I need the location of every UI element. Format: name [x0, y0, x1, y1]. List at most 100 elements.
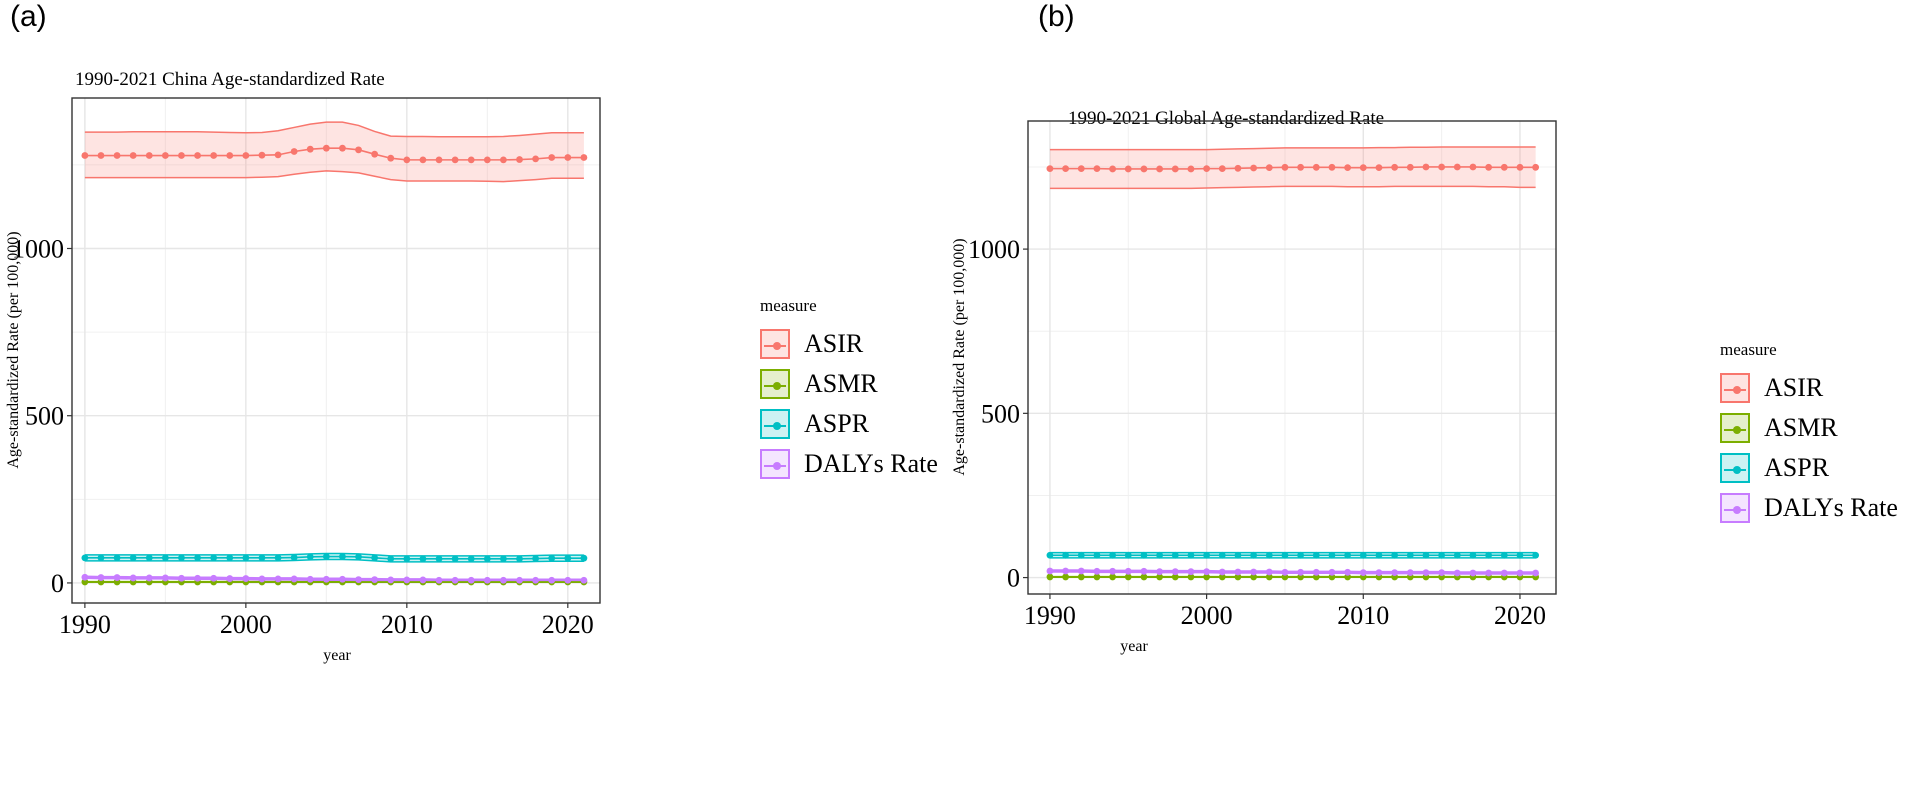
data-point: [258, 554, 266, 562]
data-point: [467, 555, 475, 563]
data-point: [403, 555, 411, 563]
data-point: [161, 152, 169, 159]
data-point: [1124, 165, 1132, 173]
data-point: [1218, 551, 1226, 559]
data-point: [1359, 551, 1367, 559]
data-point: [210, 574, 218, 582]
data-point: [451, 576, 459, 584]
data-point: [1281, 551, 1289, 559]
legend-label: ASIR: [1764, 373, 1824, 402]
data-point: [1218, 573, 1226, 581]
data-point: [1062, 165, 1070, 173]
data-point: [306, 575, 314, 583]
data-point: [258, 575, 266, 583]
data-point: [1203, 551, 1211, 559]
data-point: [1171, 165, 1179, 173]
legend-item-asir: ASIR: [1720, 368, 1898, 408]
data-point: [548, 576, 556, 584]
data-point: [1265, 551, 1273, 559]
data-point: [1485, 569, 1493, 577]
data-point: [1422, 163, 1430, 171]
data-point: [1109, 551, 1117, 559]
lower-bound-line: [84, 170, 584, 183]
x-tick-label: 1990: [59, 610, 111, 639]
legend: measure ASIR ASMR ASPR DALYs Rate: [1720, 340, 1898, 528]
data-point: [1156, 551, 1164, 559]
data-point: [194, 554, 201, 562]
data-point: [97, 554, 105, 562]
legend-key-asmr: [1720, 413, 1750, 443]
data-point: [1124, 573, 1132, 581]
data-point: [1062, 567, 1070, 575]
data-point: [1391, 551, 1399, 559]
data-point: [580, 154, 588, 161]
legend-key-asmr: [760, 369, 790, 399]
data-point: [1187, 165, 1195, 173]
chart-title: 1990-2021 China Age-standardized Rate: [75, 69, 385, 90]
data-point: [322, 144, 330, 152]
data-point: [1532, 569, 1540, 577]
data-point: [1516, 569, 1524, 577]
y-tick-label: 0: [1007, 564, 1020, 593]
plot-border: [71, 97, 601, 604]
data-point: [355, 576, 362, 583]
data-point: [1297, 163, 1305, 171]
data-point: [129, 574, 137, 582]
y-tick-label: 500: [25, 402, 64, 431]
panel-b: (b) 1990-2021 Global Age-standardized Ra…: [951, 0, 1906, 811]
data-point: [1093, 551, 1101, 559]
data-point: [1109, 573, 1117, 581]
data-point: [1234, 568, 1242, 576]
data-point: [1171, 551, 1179, 559]
data-point: [1375, 164, 1383, 172]
data-point: [1438, 163, 1446, 171]
data-point: [1438, 551, 1446, 559]
data-point: [322, 575, 330, 583]
ribbon-aspr: [84, 553, 584, 562]
data-point: [1171, 568, 1179, 576]
data-point: [1406, 163, 1414, 171]
data-point: [161, 554, 169, 562]
data-point: [145, 152, 153, 159]
data-point: [290, 554, 298, 561]
data-point: [1359, 164, 1367, 172]
data-point: [371, 150, 379, 158]
data-point: [1124, 551, 1132, 559]
legend-item-asmr: ASMR: [1720, 408, 1898, 448]
x-tick-label: 2000: [1181, 601, 1233, 630]
data-point: [274, 554, 282, 562]
data-point: [532, 576, 540, 584]
data-point: [1328, 163, 1336, 171]
panel-a: (a) 1990-2021 China Age-standardized Rat…: [0, 0, 953, 811]
data-point: [1469, 551, 1477, 559]
panel-label: (b): [1038, 0, 1075, 33]
data-point: [1124, 567, 1132, 575]
data-point: [1156, 573, 1164, 581]
x-tick-label: 2010: [381, 610, 433, 639]
data-point: [242, 152, 250, 159]
legend-title: measure: [760, 296, 817, 315]
data-point: [1093, 165, 1101, 173]
legend-key-aspr: [1720, 453, 1750, 483]
data-point: [290, 575, 298, 583]
plot-border: [1027, 120, 1557, 595]
data-point: [532, 155, 540, 163]
data-point: [226, 575, 234, 582]
legend-item-dalys-rate: DALYs Rate: [760, 444, 938, 484]
legend-key-dalys-rate: [1720, 493, 1750, 523]
data-point: [1077, 551, 1085, 559]
data-point: [451, 555, 459, 563]
legend: measure ASIR ASMR ASPR DALYs Rate: [760, 296, 938, 484]
lower-bound-line: [1049, 185, 1536, 190]
data-point: [1516, 551, 1524, 559]
data-point: [1359, 569, 1367, 577]
data-point: [1422, 569, 1430, 577]
data-point: [1187, 568, 1195, 576]
y-axis-label: Age-standardized Rate (per 100,000): [5, 231, 22, 468]
legend-title: measure: [1720, 340, 1777, 359]
data-point: [1516, 163, 1524, 171]
data-point: [1312, 163, 1320, 171]
data-point: [322, 553, 330, 560]
data-point: [1140, 551, 1148, 559]
data-point: [274, 151, 282, 159]
